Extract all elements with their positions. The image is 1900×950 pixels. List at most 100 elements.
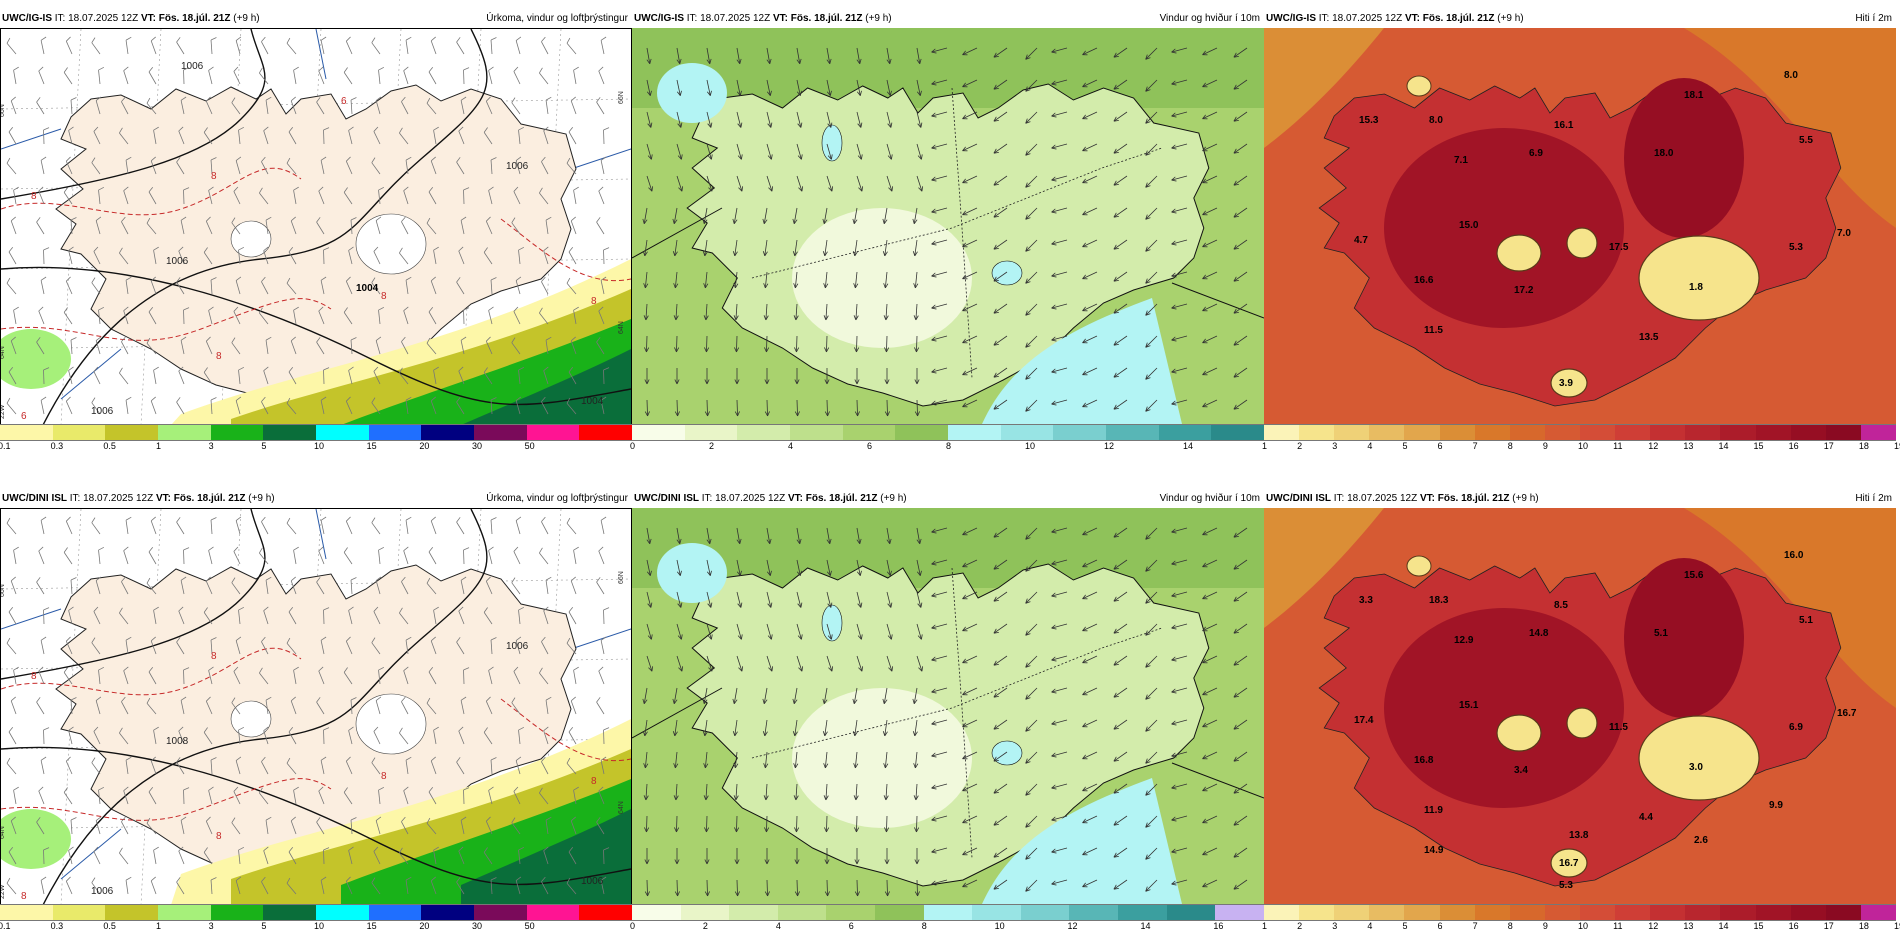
wind-barb-feather (235, 396, 242, 401)
wind-arrow (763, 207, 768, 224)
legend-tick: 17 (1823, 921, 1834, 931)
wind-barb (203, 252, 213, 265)
wind-barb-feather (265, 576, 272, 581)
legend-tick: 20 (419, 921, 430, 931)
wind-barb-feather (515, 516, 522, 521)
wind-arrow (826, 143, 832, 160)
wind-barb-feather (150, 636, 156, 642)
boundary-line (1, 128, 62, 150)
wind-arrowhead (1202, 306, 1208, 312)
wind-barb (93, 131, 101, 145)
wind-barb (541, 521, 549, 535)
legend-swatch (632, 905, 681, 920)
wind-map (632, 508, 1264, 904)
wind-arrow (766, 623, 772, 640)
wind-arrowhead (1051, 336, 1057, 342)
wind-arrowhead (733, 763, 739, 769)
legend-swatch (368, 425, 422, 440)
wind-arrowhead (993, 404, 999, 410)
wind-barb-feather (43, 367, 50, 371)
wind-arrow (706, 111, 712, 128)
wind-barb (210, 760, 213, 775)
wind-barb-feather (288, 366, 294, 373)
wind-barb (456, 881, 465, 895)
wind-barb-feather (428, 186, 434, 193)
wind-barb-feather (38, 546, 44, 552)
wind-arrowhead (676, 58, 682, 64)
wind-arrowhead (931, 336, 937, 342)
boundary-line (570, 628, 631, 650)
wind-barb-feather (210, 397, 217, 401)
isobar (42, 509, 488, 905)
wind-arrow (1025, 623, 1038, 636)
wind-barb-feather (150, 756, 156, 762)
wind-barb (399, 132, 409, 145)
wind-barb (178, 610, 185, 625)
wind-arrowhead (1113, 852, 1119, 858)
wind-barb (596, 821, 605, 835)
product-title: Úrkoma, vindur og loftþrýstingur (486, 13, 628, 24)
wind-barb-feather (121, 336, 126, 342)
wind-arrowhead (674, 411, 680, 417)
wind-barb (316, 581, 325, 595)
wind-arrow (736, 591, 742, 608)
wind-arrow (1113, 591, 1128, 602)
wind-barb (458, 850, 465, 865)
wind-arrowhead (884, 859, 890, 865)
wind-barb-feather (399, 127, 403, 134)
wind-barb (146, 583, 157, 595)
wind-barb-feather (426, 817, 431, 824)
wind-arrow (1025, 79, 1038, 92)
wind-barb-feather (91, 277, 96, 283)
wind-barb (150, 520, 157, 535)
panel-header: UWC/DINI ISL IT: 18.07.2025 12Z VT: Fös.… (1264, 490, 1896, 508)
wind-arrowhead (854, 379, 860, 385)
wind-barb (125, 880, 129, 895)
wind-arrow (1051, 271, 1068, 277)
legend-swatch (1860, 425, 1896, 440)
latitude-label: 64N (1, 826, 6, 839)
wind-arrow (1233, 719, 1248, 730)
wind-arrowhead (707, 122, 713, 128)
wind-arrow (962, 47, 978, 56)
wind-arrowhead (1171, 688, 1177, 694)
wind-barb-feather (176, 517, 181, 523)
wind-arrow (643, 687, 648, 704)
wind-barb (233, 551, 241, 565)
wind-arrowhead (1145, 822, 1151, 828)
wind-arrow (1171, 239, 1188, 245)
wind-arrow (734, 239, 738, 256)
legend-swatch (1299, 905, 1335, 920)
wind-barb (375, 220, 381, 235)
wind-barb-feather (261, 396, 266, 402)
wind-barb-feather (123, 306, 129, 311)
wind-arrow (1233, 399, 1248, 410)
wind-barb-feather (403, 306, 409, 311)
wind-arrowhead (1171, 112, 1177, 118)
wind-arrowhead (1113, 628, 1119, 634)
wind-arrowhead (1233, 820, 1239, 826)
wind-arrowhead (852, 218, 858, 224)
wind-arrow (1171, 399, 1188, 405)
wind-barb-feather (238, 366, 245, 371)
wind-arrow (1233, 815, 1248, 826)
wind-barb (119, 372, 129, 385)
wind-barb-feather (316, 577, 321, 583)
wind-barb-feather (40, 396, 47, 401)
wind-arrow (646, 399, 648, 417)
wind-arrowhead (962, 722, 968, 728)
wind-barb (178, 730, 185, 745)
wind-barb (430, 640, 437, 655)
wind-arrowhead (918, 186, 924, 192)
wind-arrowhead (1082, 210, 1088, 216)
wind-arrow (1082, 143, 1098, 152)
wind-arrow (706, 815, 708, 833)
wind-barb-feather (176, 637, 181, 643)
wind-arrowhead (856, 538, 862, 544)
wind-barb-feather (178, 606, 184, 612)
legend-swatch (1790, 425, 1826, 440)
wind-barb (259, 72, 269, 85)
wind-arrow (1113, 271, 1128, 282)
wind-arrow (1202, 847, 1218, 856)
wind-arrowhead (931, 208, 937, 214)
